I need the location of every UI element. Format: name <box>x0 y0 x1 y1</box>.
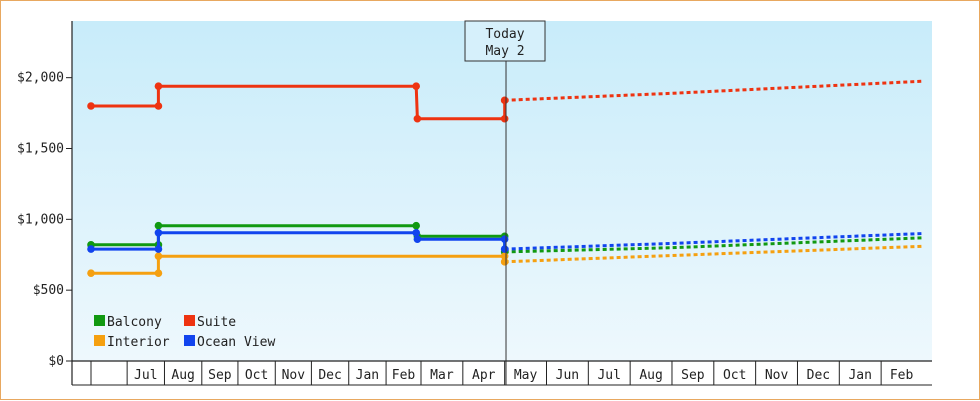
y-tick-label: $500 <box>33 283 64 298</box>
today-label: Today <box>485 27 524 42</box>
x-tick-label: Apr <box>472 368 496 383</box>
y-tick-label: $2,000 <box>17 71 64 86</box>
legend-label-balcony: Balcony <box>107 315 162 330</box>
x-tick-label: Jul <box>597 368 620 383</box>
series-interior-point <box>154 269 163 277</box>
x-tick-label: Jan <box>356 368 379 383</box>
series-suite-point <box>500 96 509 105</box>
legend-label-interior: Interior <box>107 335 170 350</box>
x-tick-label: Mar <box>430 368 454 383</box>
series-suite-point <box>154 102 163 110</box>
series-suite-point <box>413 114 422 123</box>
series-suite-point <box>154 82 163 90</box>
x-tick-label: Oct <box>245 368 268 383</box>
series-interior-point <box>87 269 95 277</box>
series-interior-point <box>500 258 509 266</box>
legend-swatch-interior <box>94 335 105 346</box>
series-ocean-view-point <box>413 235 422 243</box>
today-date-label: May 2 <box>485 44 524 59</box>
legend-swatch-balcony <box>94 315 105 326</box>
x-tick-label: Sep <box>208 368 232 383</box>
x-tick-label: Nov <box>282 368 306 383</box>
x-tick-label: Oct <box>723 368 746 383</box>
x-tick-label: Jan <box>848 368 871 383</box>
y-tick-label: $1,000 <box>17 212 64 227</box>
legend: Balcony Suite Interior Ocean View <box>94 315 275 350</box>
x-tick-label: Jul <box>134 368 157 383</box>
series-balcony-point <box>412 221 420 230</box>
y-tick-label: $1,500 <box>17 142 64 157</box>
x-tick-label: Nov <box>765 368 789 383</box>
x-tick-label: Feb <box>392 368 416 383</box>
series-balcony-point <box>154 221 163 230</box>
series-ocean-view-point <box>154 228 163 237</box>
x-tick-label: Dec <box>318 368 341 383</box>
series-ocean-view-point <box>87 245 95 253</box>
x-tick-label: Jun <box>556 368 579 383</box>
series-ocean-view-point <box>500 235 509 243</box>
series-suite-point <box>87 102 95 110</box>
legend-label-ocean-view: Ocean View <box>197 335 275 350</box>
series-ocean-view-point <box>412 228 420 237</box>
legend-label-suite: Suite <box>197 315 236 330</box>
legend-swatch-ocean-view <box>184 335 195 346</box>
series-interior-point <box>154 252 163 260</box>
series-suite-point <box>500 114 509 123</box>
plot-background <box>72 21 932 361</box>
x-tick-label: May <box>514 368 538 383</box>
y-axis: $0 $500 $1,000 $1,500 $2,000 <box>17 21 73 385</box>
x-tick-label: Feb <box>890 368 914 383</box>
x-tick-label: Aug <box>171 368 194 383</box>
y-tick-label: $0 <box>48 354 64 369</box>
series-interior-point <box>500 252 509 260</box>
series-layer <box>87 79 924 277</box>
x-tick-label: Sep <box>681 368 705 383</box>
x-axis: Jul Aug Sep Oct Nov Dec Jan Feb Mar Apr May Jun Jul A… <box>72 360 932 386</box>
series-suite-point <box>412 82 420 90</box>
today-marker: Today May 2 <box>464 20 546 385</box>
series-ocean-view-point <box>500 245 509 253</box>
x-tick-label: Aug <box>639 368 662 383</box>
today-label-box <box>464 20 546 62</box>
legend-swatch-suite <box>184 315 195 326</box>
x-tick-label: Dec <box>807 368 830 383</box>
series-ocean-view-point <box>154 245 163 253</box>
